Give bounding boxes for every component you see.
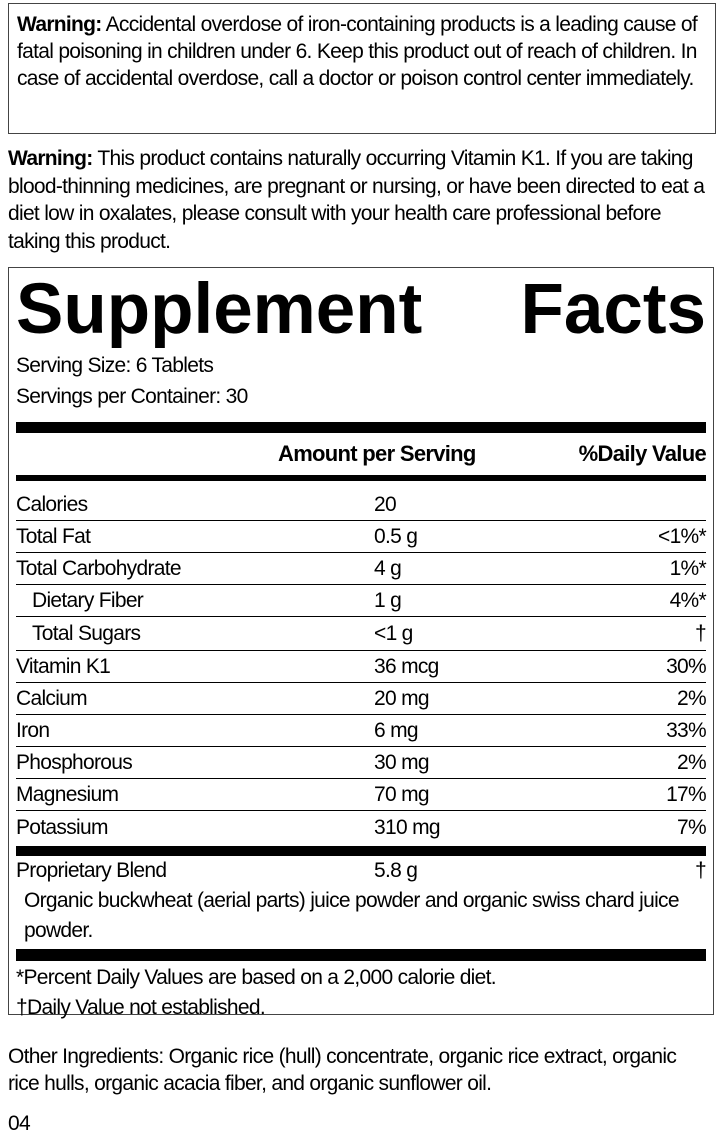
- nutrient-daily-value: 33%: [666, 718, 707, 742]
- nutrient-daily-value: 17%: [666, 782, 707, 806]
- nutrient-row: Calcium 20 mg 2%: [16, 683, 707, 715]
- nutrient-name: Total Sugars: [32, 621, 141, 645]
- nutrient-name: Iron: [16, 718, 50, 742]
- servings-per-container: Servings per Container: 30: [16, 385, 248, 408]
- nutrient-daily-value: 4%*: [669, 588, 707, 612]
- nutrient-amount: 20 mg: [374, 686, 430, 710]
- footnote-not-established: †Daily Value not established.: [16, 996, 266, 1019]
- nutrient-amount: 6 mg: [374, 718, 419, 742]
- warning-label: Warning:: [17, 13, 102, 36]
- label-code: 04: [8, 1112, 31, 1135]
- divider-thick: [16, 422, 706, 433]
- nutrient-amount: 30 mg: [374, 750, 430, 774]
- nutrient-amount: 310 mg: [374, 815, 441, 839]
- nutrient-row: Phosphorous 30 mg 2%: [16, 747, 707, 779]
- nutrient-rows: Calories 20 Total Fat 0.5 g <1%* Total Carboh…: [16, 489, 707, 844]
- nutrient-name: Dietary Fiber: [32, 588, 144, 612]
- nutrient-daily-value: 7%: [677, 815, 707, 839]
- title-word: Supplement: [16, 270, 423, 349]
- nutrient-name: Total Fat: [16, 524, 91, 548]
- nutrient-amount: 36 mcg: [374, 654, 439, 678]
- nutrient-amount: 1 g: [374, 588, 402, 612]
- nutrient-amount: 70 mg: [374, 782, 430, 806]
- nutrient-name: Total Carbohydrate: [16, 556, 182, 580]
- nutrient-row: Magnesium 70 mg 17%: [16, 779, 707, 811]
- warning-text: This product contains naturally occurrin…: [8, 147, 705, 253]
- title-word: Facts: [520, 270, 706, 349]
- warning-label: Warning:: [8, 147, 93, 170]
- nutrient-amount: 4 g: [374, 556, 402, 580]
- other-ingredients: Other Ingredients: Organic rice (hull) c…: [8, 1045, 677, 1095]
- nutrient-row: Calories 20: [16, 489, 706, 521]
- footnote-daily-values: *Percent Daily Values are based on a 2,0…: [16, 966, 497, 989]
- nutrient-row: Potassium 310 mg 7%: [16, 811, 707, 844]
- nutrient-row: Iron 6 mg 33%: [16, 715, 707, 747]
- nutrient-name: Calcium: [16, 686, 88, 710]
- nutrient-daily-value: 2%: [677, 686, 707, 710]
- divider-medium: [16, 475, 706, 481]
- nutrient-name: Phosphorous: [16, 750, 133, 774]
- blend-dv: †: [695, 859, 707, 882]
- nutrient-name: Potassium: [16, 815, 108, 839]
- header-amount: Amount per Serving: [278, 441, 476, 466]
- nutrient-daily-value: <1%*: [658, 524, 707, 548]
- iron-warning-box: Warning: Accidental overdose of iron-con…: [8, 3, 716, 134]
- nutrient-name: Magnesium: [16, 782, 119, 806]
- column-header: Amount per Serving %Daily Value: [16, 433, 707, 475]
- nutrient-daily-value: 1%*: [669, 556, 707, 580]
- blend-name: Proprietary Blend: [16, 859, 167, 882]
- vitamin-k1-warning: Warning: This product contains naturally…: [8, 145, 712, 255]
- divider-thick: [16, 949, 706, 961]
- supplement-facts-panel: Supplement Facts Serving Size: 6 Tablets…: [8, 267, 714, 1019]
- facts-title: Supplement Facts: [16, 270, 706, 350]
- nutrient-amount: 0.5 g: [374, 524, 418, 548]
- nutrient-row: Total Sugars <1 g †: [16, 617, 707, 651]
- blend-amount: 5.8 g: [374, 859, 418, 882]
- nutrient-daily-value: 30%: [666, 654, 707, 678]
- divider-thick: [16, 846, 706, 856]
- warning-text: Accidental overdose of iron-containing p…: [17, 13, 698, 90]
- header-daily-value: %Daily Value: [578, 441, 707, 466]
- serving-size: Serving Size: 6 Tablets: [16, 354, 214, 377]
- blend-description: Organic buckwheat (aerial parts) juice p…: [24, 889, 680, 942]
- nutrient-row: Vitamin K1 36 mcg 30%: [16, 651, 707, 683]
- nutrient-daily-value: 2%: [677, 750, 707, 774]
- nutrient-name: Vitamin K1: [16, 654, 111, 678]
- nutrient-row: Dietary Fiber 1 g 4%*: [16, 585, 707, 617]
- nutrient-name: Calories: [16, 492, 88, 516]
- nutrient-daily-value: †: [695, 621, 707, 645]
- nutrient-row: Total Fat 0.5 g <1%*: [16, 521, 707, 553]
- nutrient-amount: <1 g: [374, 621, 413, 645]
- proprietary-blend: Proprietary Blend 5.8 g † Organic buckwh…: [16, 856, 707, 946]
- nutrient-row: Total Carbohydrate 4 g 1%*: [16, 553, 707, 585]
- nutrient-amount: 20: [374, 492, 397, 516]
